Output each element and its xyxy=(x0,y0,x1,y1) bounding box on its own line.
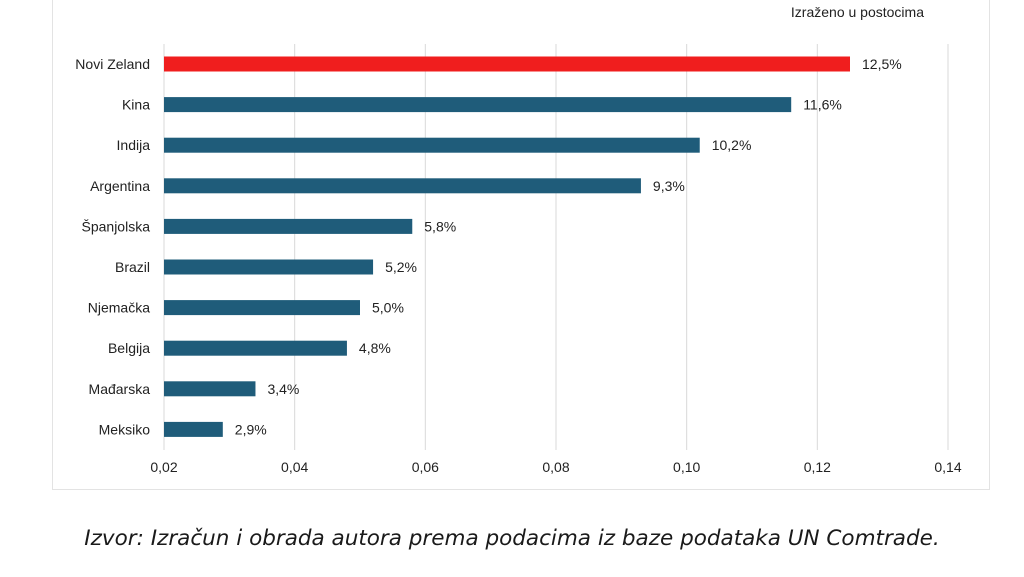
data-label: 10,2% xyxy=(712,137,752,153)
x-tick-label: 0,12 xyxy=(804,459,831,475)
bar xyxy=(164,218,413,234)
bar xyxy=(164,421,223,437)
bar xyxy=(164,137,700,153)
x-tick-label: 0,04 xyxy=(281,459,308,475)
data-label: 12,5% xyxy=(862,56,902,72)
bar xyxy=(164,300,360,316)
category-label: Argentina xyxy=(90,178,150,194)
category-label: Španjolska xyxy=(82,218,151,234)
x-tick-label: 0,06 xyxy=(412,459,439,475)
x-tick-label: 0,02 xyxy=(150,459,177,475)
source-caption: Izvor: Izračun i obrada autora prema pod… xyxy=(84,526,940,551)
bar xyxy=(164,381,256,397)
bar xyxy=(164,178,641,194)
data-label: 2,9% xyxy=(235,421,267,437)
data-label: 3,4% xyxy=(267,381,299,397)
unit-note: Izraženo u postocima xyxy=(790,4,924,20)
bar-chart: 0,02 0,04 0,06 0,08 0,10 0,12 0,14 Novi Zeland 1… xyxy=(75,44,962,475)
data-label: 9,3% xyxy=(653,178,685,194)
bar xyxy=(164,259,374,275)
category-label: Meksiko xyxy=(99,421,151,437)
x-tick-label: 0,14 xyxy=(934,459,961,475)
category-label: Mađarska xyxy=(89,381,151,397)
category-label: Belgija xyxy=(108,340,150,356)
data-label: 11,6% xyxy=(803,97,842,113)
chart-frame xyxy=(52,0,990,490)
category-label: Novi Zeland xyxy=(75,56,150,72)
category-label: Kina xyxy=(122,97,150,113)
data-label: 5,2% xyxy=(385,259,417,275)
category-label: Brazil xyxy=(115,259,150,275)
data-label: 5,8% xyxy=(424,218,456,234)
bar xyxy=(164,56,850,72)
bar xyxy=(164,340,347,356)
data-label: 4,8% xyxy=(359,340,391,356)
bar xyxy=(164,97,792,113)
x-tick-label: 0,08 xyxy=(542,459,569,475)
data-label: 5,0% xyxy=(372,300,404,316)
category-label: Njemačka xyxy=(88,300,150,316)
x-tick-label: 0,10 xyxy=(673,459,700,475)
category-label: Indija xyxy=(117,137,151,153)
